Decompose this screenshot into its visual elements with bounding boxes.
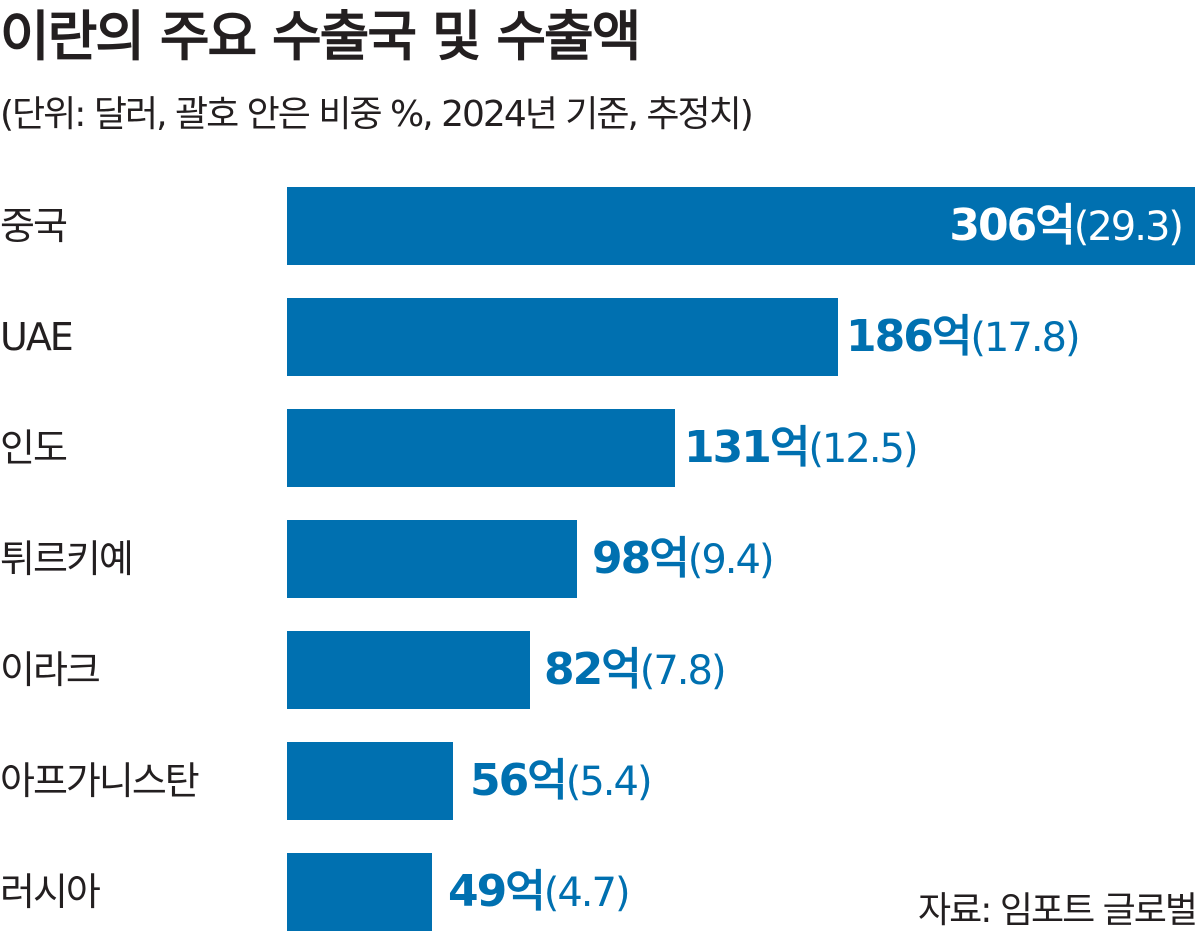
source-note: 자료: 임포트 글로벌 (918, 890, 1198, 931)
bar (287, 187, 1195, 265)
country-label: 튀르키예 (0, 537, 134, 581)
bar-row-india: 인도 131억(12.5) (0, 409, 1200, 487)
bar-row-turkiye: 튀르키예 98억(9.4) (0, 520, 1200, 598)
country-label: 중국 (0, 204, 68, 248)
value-label: 186억(17.8) (846, 311, 1081, 362)
bar-row-iraq: 이라크 82억(7.8) (0, 631, 1200, 709)
country-label: 이라크 (0, 648, 101, 692)
chart-title: 이란의 주요 수출국 및 수출액 (0, 5, 641, 68)
value-label: 49억(4.7) (448, 866, 631, 917)
bar-row-china: 중국 306억(29.3) (0, 187, 1200, 265)
bar-row-afghanistan: 아프가니스탄 56억(5.4) (0, 742, 1200, 820)
bar (287, 631, 530, 709)
country-label: 아프가니스탄 (0, 759, 200, 803)
chart-subtitle: (단위: 달러, 괄호 안은 비중 %, 2024년 기준, 추정치) (0, 94, 754, 135)
bar (287, 298, 838, 376)
value-label: 56억(5.4) (470, 755, 653, 806)
country-label: UAE (0, 315, 74, 359)
country-label: 러시아 (0, 870, 101, 914)
bar (287, 742, 453, 820)
value-label: 131억(12.5) (684, 422, 919, 473)
bar (287, 853, 432, 931)
country-label: 인도 (0, 426, 68, 470)
bar (287, 409, 675, 487)
bar (287, 520, 577, 598)
value-label: 306억(29.3) (949, 200, 1184, 251)
bar-row-uae: UAE 186억(17.8) (0, 298, 1200, 376)
value-label: 98억(9.4) (592, 533, 775, 584)
value-label: 82억(7.8) (544, 644, 727, 695)
bar-row-russia: 러시아 49억(4.7) (0, 853, 1200, 931)
